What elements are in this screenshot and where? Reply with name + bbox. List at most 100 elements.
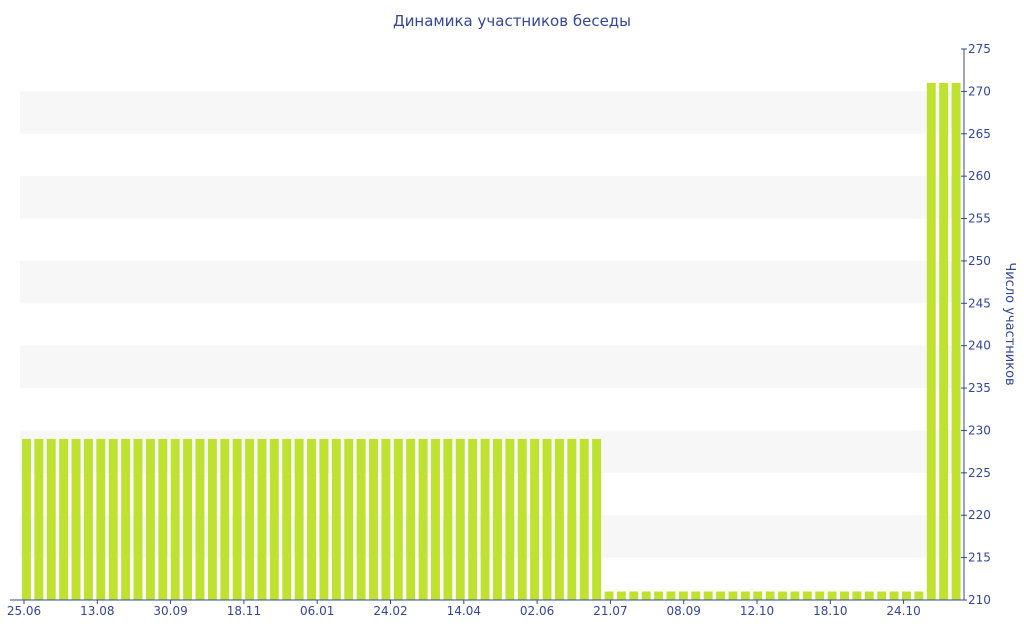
bar — [493, 438, 502, 600]
bar — [468, 438, 478, 600]
y-tick-label: 255 — [968, 212, 991, 226]
bar — [245, 438, 255, 600]
y-tick-label: 210 — [968, 593, 991, 607]
x-tick-label: 06.01 — [300, 604, 334, 618]
bar — [592, 438, 602, 600]
x-tick-label: 21.07 — [593, 604, 627, 618]
bar — [307, 438, 316, 600]
bar — [406, 438, 416, 600]
x-tick-label: 18.10 — [813, 604, 847, 618]
bar — [728, 591, 738, 600]
x-axis: 25.06 13.08 30.09 18.11 06.01 24.02 14.04 02.06… — [7, 599, 964, 618]
bar — [46, 438, 56, 600]
bar — [83, 438, 93, 600]
bar — [530, 438, 540, 600]
bar — [505, 438, 515, 600]
bar — [443, 438, 453, 600]
bar — [145, 438, 155, 600]
bar — [344, 438, 354, 600]
bar — [939, 82, 949, 600]
grid-band — [20, 176, 964, 219]
bar — [455, 438, 465, 600]
y-tick-label: 240 — [968, 339, 991, 353]
bars — [22, 82, 961, 600]
x-tick-label: 12.10 — [740, 604, 774, 618]
grid-band — [20, 260, 964, 304]
bar — [691, 591, 701, 600]
bar — [269, 438, 279, 600]
bar — [356, 438, 366, 600]
bar — [96, 438, 106, 600]
bar — [852, 591, 862, 600]
y-axis: 210 215 220 225 230 235 240 245 250 255 260 265 270 2… — [961, 42, 991, 607]
bar — [567, 438, 577, 600]
bar — [294, 438, 304, 600]
bar — [207, 438, 217, 600]
y-axis-title: Число участников — [1002, 262, 1017, 385]
y-tick-label: 260 — [968, 169, 991, 183]
bar — [282, 438, 292, 600]
bar — [59, 438, 69, 600]
chart-title: Динамика участников беседы — [392, 12, 632, 30]
bar — [319, 438, 329, 600]
y-tick-label: 220 — [968, 508, 991, 522]
bar — [517, 438, 527, 600]
bar — [542, 438, 552, 600]
bar — [431, 438, 440, 600]
y-tick-label: 225 — [968, 466, 991, 480]
bar — [703, 591, 713, 600]
bar — [579, 438, 589, 600]
bar — [133, 438, 143, 600]
bar — [815, 591, 825, 600]
bar — [765, 591, 775, 600]
bar — [121, 438, 131, 600]
bar — [554, 438, 564, 600]
bar — [108, 438, 118, 600]
bar — [926, 82, 936, 600]
bar — [381, 438, 391, 600]
y-tick-label: 230 — [968, 423, 991, 437]
bar — [232, 438, 242, 600]
bar — [790, 591, 800, 600]
y-tick-label: 215 — [968, 551, 991, 565]
bar — [393, 438, 403, 600]
bar — [753, 591, 763, 600]
bar — [369, 438, 378, 600]
bar — [480, 438, 490, 600]
bar — [654, 591, 664, 600]
x-tick-label: 14.04 — [447, 604, 481, 618]
x-tick-label: 25.06 — [7, 604, 41, 618]
x-tick-label: 18.11 — [227, 604, 261, 618]
bar — [864, 591, 874, 600]
bar — [604, 591, 614, 600]
bar — [666, 591, 676, 600]
y-tick-label: 250 — [968, 254, 991, 268]
bar — [170, 438, 180, 600]
bar — [257, 438, 267, 600]
y-tick-label: 270 — [968, 84, 991, 98]
bar — [902, 591, 911, 600]
bar — [220, 438, 230, 600]
y-tick-label: 245 — [968, 296, 991, 310]
bar — [71, 438, 81, 600]
bar — [840, 591, 849, 600]
y-tick-label: 235 — [968, 381, 991, 395]
grid-band — [20, 345, 964, 389]
bar — [158, 438, 168, 600]
x-tick-label: 08.09 — [667, 604, 701, 618]
bar — [418, 438, 428, 600]
bar — [951, 82, 961, 600]
bar — [678, 591, 688, 600]
bar — [778, 591, 787, 600]
bar — [331, 438, 341, 600]
x-tick-label: 24.02 — [373, 604, 407, 618]
bar — [641, 591, 651, 600]
x-tick-label: 24.10 — [886, 604, 920, 618]
y-tick-label: 265 — [968, 127, 991, 141]
bar — [34, 438, 44, 600]
bar — [22, 438, 31, 600]
bar — [716, 591, 726, 600]
bar — [877, 591, 887, 600]
bar — [629, 591, 639, 600]
